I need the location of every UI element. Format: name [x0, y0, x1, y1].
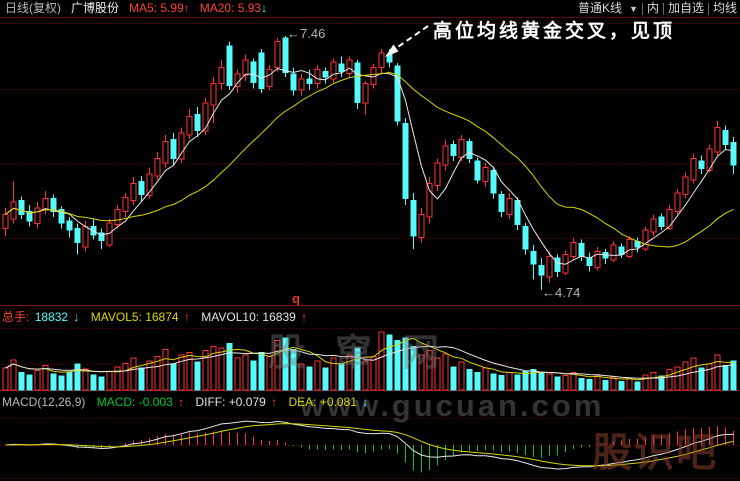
ma-toggle-button[interactable]: 均线	[712, 1, 737, 15]
stock-name: 广博股份	[71, 1, 120, 15]
macd-up-arrow-icon: ↑	[178, 395, 185, 409]
macd-indicator-label: MACD(12,26,9)	[2, 395, 86, 409]
toolbar-separator	[641, 2, 643, 15]
toolbar-right-group: 普通K线 ▼ 内 加自选 均线	[578, 0, 737, 18]
toolbar-separator	[707, 2, 709, 15]
toolbar: 日线(复权) 广博股份 MA5: 5.99 ↑ MA20: 5.93 ↓ 普通K…	[0, 0, 740, 17]
mavol10-value: MAVOL10: 16839	[201, 310, 296, 324]
mavol5-up-arrow-icon: ↑	[183, 310, 190, 324]
low-price-label: ←4.74	[542, 285, 581, 300]
dea-value: DEA: +0.081	[288, 395, 357, 409]
ma20-down-arrow-icon: ↓	[261, 1, 268, 15]
toolbar-separator	[662, 2, 664, 15]
diff-up-arrow-icon: ↑	[271, 395, 278, 409]
chevron-down-icon: ▼	[629, 3, 638, 14]
inner-view-button[interactable]: 内	[646, 1, 659, 15]
ma5-up-arrow-icon: ↑	[183, 1, 190, 15]
period-label: 日线(复权)	[5, 1, 61, 15]
ma20-value: MA20: 5.93	[199, 1, 262, 15]
diff-value: DIFF: +0.079	[195, 395, 266, 409]
mavol10-up-arrow-icon: ↑	[301, 310, 308, 324]
peak-price-label: ←7.46	[287, 26, 326, 41]
volume-down-arrow-icon: ↓	[73, 310, 80, 324]
volume-pane-header: 总手: 18832 ↓ MAVOL5: 16874 ↑ MAVOL10: 168…	[2, 308, 309, 325]
volume-label: 总手:	[2, 310, 30, 324]
macd-value: MACD: -0.003	[96, 395, 173, 409]
macd-pane-header: MACD(12,26,9) MACD: -0.003 ↑ DIFF: +0.07…	[2, 395, 370, 409]
golden-cross-annotation: 高位均线黄金交叉，见顶	[433, 21, 676, 42]
dea-down-arrow-icon: ↓	[362, 395, 369, 409]
volume-value: 18832	[34, 310, 69, 324]
add-watchlist-button[interactable]: 加自选	[667, 1, 704, 15]
kline-type-label: 普通K线	[578, 0, 623, 15]
ma5-value: MA5: 5.99	[129, 1, 184, 15]
kline-type-dropdown[interactable]: 普通K线 ▼	[578, 0, 638, 18]
event-marker-q: q	[292, 291, 300, 306]
mavol5-value: MAVOL5: 16874	[90, 310, 179, 324]
